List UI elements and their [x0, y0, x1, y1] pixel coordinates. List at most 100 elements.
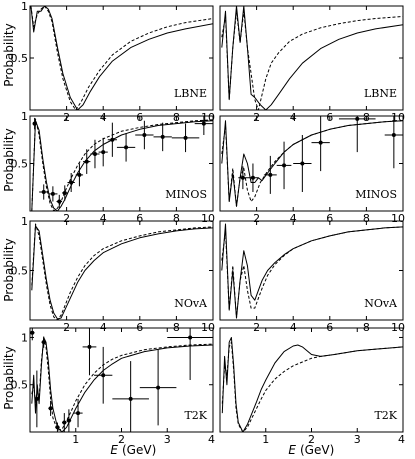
data-marker [69, 180, 74, 185]
data-marker [32, 121, 37, 126]
curve-dashed [221, 120, 403, 207]
data-point [75, 163, 84, 187]
x-axis-title-left: E (GeV) [110, 443, 156, 457]
data-point [139, 349, 177, 426]
x-tick-label: 3 [164, 433, 171, 446]
experiment-label: T2K [184, 409, 207, 422]
data-marker [142, 133, 147, 137]
data-point [39, 184, 49, 200]
experiment-label: MINOS [355, 188, 397, 201]
data-point [107, 122, 117, 157]
data-marker [188, 335, 193, 340]
data-marker [34, 396, 39, 401]
curve-dashed [221, 341, 403, 432]
data-marker [57, 199, 62, 204]
data-point [90, 139, 100, 169]
data-marker [300, 161, 305, 166]
data-marker [124, 145, 129, 150]
curve-dashed [221, 10, 403, 110]
y-tick-label: 1 [21, 331, 28, 344]
curve-solid [31, 337, 213, 432]
experiment-label: T2K [374, 409, 397, 422]
y-tick-label: 1 [21, 215, 28, 228]
data-marker [50, 191, 55, 196]
data-marker [62, 190, 67, 195]
panel-nova-left: 2 4 6 8 10 0.5 1 NOvA [11, 215, 216, 334]
data-marker [92, 152, 97, 156]
data-point [67, 173, 75, 192]
data-marker [268, 172, 273, 177]
data-marker [77, 172, 82, 177]
y-axis-label-row-4: Probability [2, 346, 16, 409]
data-marker [250, 175, 255, 180]
y-axis-label-row-1: Probability [2, 23, 16, 86]
panel-t2k-left: 1 2 3 4 0.5 1 T2K [11, 327, 215, 446]
data-marker [160, 134, 165, 139]
data-point [338, 116, 376, 153]
data-point [34, 370, 40, 428]
data-marker [101, 150, 106, 155]
data-point [135, 120, 154, 150]
data-marker [355, 116, 360, 121]
data-point [73, 398, 83, 428]
data-point [293, 135, 312, 192]
data-point [263, 155, 277, 194]
experiment-label: NOvA [364, 297, 398, 310]
curve-solid [30, 6, 213, 110]
y-tick-label: 1 [21, 110, 28, 123]
data-marker [156, 385, 161, 390]
data-marker [201, 121, 206, 126]
data-point [83, 149, 91, 174]
data-point [171, 123, 200, 153]
x-tick-label: 4 [100, 212, 107, 225]
data-point [112, 361, 149, 432]
curve-dashed [31, 118, 213, 211]
curve-solid [31, 120, 213, 211]
x-tick-label: 4 [290, 212, 297, 225]
x-tick-label: 6 [326, 212, 333, 225]
y-axis-label-row-2: Probability [2, 128, 16, 191]
data-marker [55, 425, 60, 430]
experiment-label: LBNE [364, 87, 397, 100]
curve-dashed [30, 6, 213, 110]
data-marker [240, 175, 245, 180]
data-point [30, 328, 35, 341]
y-tick-label: 0.5 [11, 265, 29, 278]
x-tick-label: 10 [201, 212, 215, 225]
data-point [194, 116, 213, 135]
data-marker [128, 396, 133, 401]
data-point [153, 122, 172, 152]
data-marker [101, 373, 106, 378]
x-axis-title-right-unit: (GeV) [300, 443, 334, 457]
curve-dashed [31, 223, 213, 320]
data-point [98, 137, 108, 167]
data-point [48, 186, 58, 202]
data-point [167, 328, 213, 380]
data-marker [391, 133, 396, 137]
y-tick-label: 1 [21, 0, 28, 13]
data-marker [66, 418, 71, 423]
data-marker [84, 159, 89, 164]
x-tick-label: 4 [208, 433, 215, 446]
x-axis-title-left-var: E [110, 443, 118, 457]
x-axis-title-right: E (GeV) [288, 443, 334, 457]
data-marker [110, 137, 115, 142]
y-tick-label: 0.5 [11, 158, 29, 171]
x-tick-label: 4 [398, 433, 405, 446]
data-point [384, 116, 403, 169]
x-tick-label: 2 [308, 433, 315, 446]
data-marker [41, 190, 46, 194]
x-tick-label: 6 [136, 212, 143, 225]
data-point [276, 141, 292, 190]
curve-solid [31, 225, 213, 320]
curve-dashed [221, 226, 403, 319]
x-tick-label: 10 [391, 212, 405, 225]
data-point [247, 163, 259, 192]
panel-lbne-right: 246810LBNE [219, 5, 405, 124]
data-point [48, 400, 53, 416]
x-tick-label: 2 [118, 433, 125, 446]
data-marker [183, 135, 188, 140]
